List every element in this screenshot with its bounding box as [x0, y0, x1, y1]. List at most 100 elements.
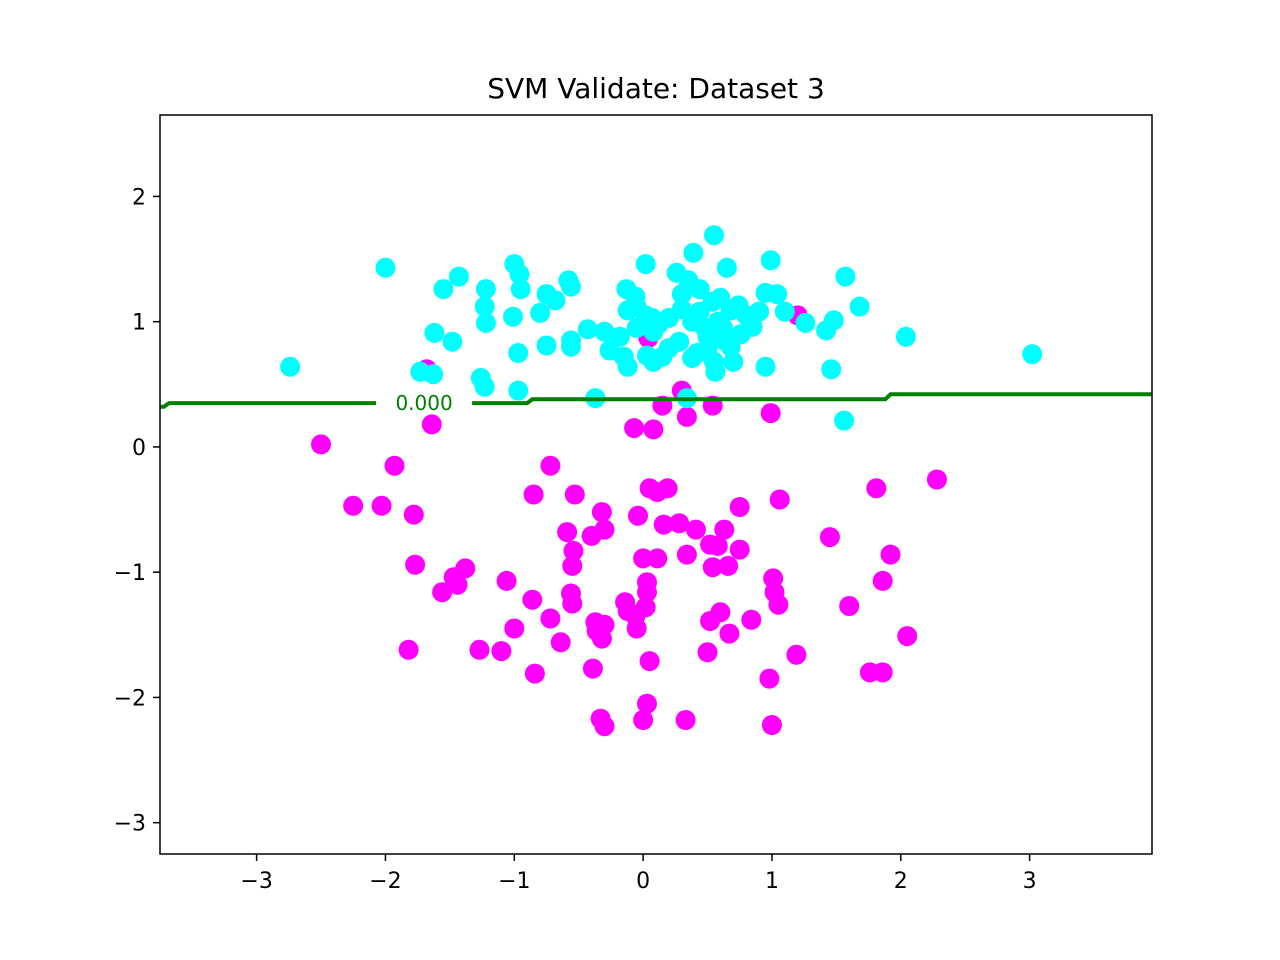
point-s1-61	[626, 317, 647, 338]
point-s1-43	[774, 301, 795, 322]
point-s0-52	[496, 570, 517, 591]
point-s1-40	[760, 250, 781, 271]
point-s0-65	[719, 623, 740, 644]
point-s1-12	[545, 290, 566, 311]
point-s0-47	[405, 554, 426, 575]
point-s0-9	[676, 406, 697, 427]
point-s0-86	[524, 663, 545, 684]
decision-boundary-layer: 0.000	[160, 391, 1152, 415]
y-tick-label-0: −3	[114, 812, 146, 837]
point-s0-42	[557, 522, 578, 543]
point-s0-38	[702, 557, 723, 578]
point-s0-64	[700, 611, 721, 631]
point-s1-22	[442, 331, 463, 352]
point-s0-44	[581, 525, 602, 546]
point-s0-6	[643, 419, 664, 440]
point-s1-17	[577, 319, 598, 340]
point-s1-87	[821, 359, 842, 380]
point-s0-11	[760, 403, 781, 424]
point-s1-35	[671, 284, 692, 305]
point-s0-94	[594, 716, 615, 737]
point-s0-12	[384, 455, 405, 476]
x-tick-label-6: 3	[1023, 869, 1037, 894]
point-s0-89	[872, 662, 893, 683]
point-s1-4	[433, 279, 454, 300]
point-s1-20	[536, 335, 557, 356]
point-s0-51	[432, 582, 453, 603]
point-s0-24	[653, 514, 674, 535]
decision-boundary-line	[160, 392, 1152, 409]
point-s1-39	[716, 257, 737, 278]
point-s0-83	[786, 644, 807, 665]
point-s0-41	[647, 548, 668, 569]
point-s0-14	[343, 495, 364, 516]
point-s0-18	[564, 484, 585, 505]
point-s1-1	[683, 242, 704, 263]
y-tick-label-5: 2	[132, 185, 146, 210]
point-s0-20	[628, 505, 648, 526]
point-s0-40	[633, 548, 654, 569]
point-s0-31	[769, 489, 790, 510]
x-tick-label-2: −1	[498, 869, 530, 894]
point-s0-81	[398, 639, 419, 660]
point-s0-30	[729, 497, 750, 517]
point-s0-92	[633, 710, 654, 730]
point-s0-34	[819, 527, 840, 548]
point-s0-90	[759, 668, 780, 689]
contour-label-gap	[376, 397, 473, 410]
point-s0-53	[522, 589, 543, 610]
point-s1-14	[474, 296, 495, 317]
point-s0-39	[718, 555, 739, 576]
point-s0-26	[685, 519, 706, 540]
point-s1-88	[834, 410, 855, 431]
point-s1-62	[609, 326, 630, 347]
point-s0-95	[675, 710, 696, 730]
point-s1-23	[424, 322, 445, 343]
point-s1-75	[705, 361, 726, 382]
chart-title: SVM Validate: Dataset 3	[487, 72, 825, 105]
point-s1-2	[375, 257, 396, 278]
point-s1-82	[795, 312, 816, 333]
point-s0-82	[697, 642, 718, 663]
point-s1-85	[835, 266, 856, 287]
x-tick-label-3: 0	[636, 869, 650, 894]
point-s1-0	[704, 225, 724, 246]
point-s0-25	[669, 513, 690, 534]
x-tick-label-5: 2	[894, 869, 908, 894]
point-s0-35	[880, 544, 901, 565]
point-s1-24	[280, 356, 301, 377]
point-s0-91	[637, 693, 657, 714]
point-s0-77	[591, 628, 612, 649]
point-s0-85	[582, 658, 603, 679]
point-s0-78	[550, 632, 571, 653]
point-s0-37	[729, 539, 750, 560]
point-s1-70	[669, 331, 690, 352]
point-s1-81	[755, 356, 776, 377]
series-1	[280, 225, 1043, 431]
point-s0-16	[403, 504, 424, 525]
point-s0-15	[371, 495, 392, 516]
point-s1-7	[509, 264, 530, 285]
y-tick-label-1: −2	[114, 686, 146, 711]
point-s1-92	[697, 326, 718, 347]
point-s1-86	[849, 296, 870, 317]
point-s0-66	[741, 609, 762, 630]
point-s1-11	[561, 276, 581, 297]
point-s1-91	[713, 317, 733, 338]
point-s0-17	[523, 484, 544, 505]
point-s0-5	[624, 418, 645, 439]
point-s1-3	[448, 266, 469, 287]
point-s0-80	[491, 641, 512, 662]
point-s1-93	[648, 314, 669, 335]
point-s0-13	[540, 455, 561, 476]
y-tick-label-3: 0	[132, 436, 146, 461]
point-s1-58	[617, 300, 638, 321]
axes: −3 −2 −1 0 1 2 3 −3 −2 −1 0 1 2	[114, 185, 1037, 894]
point-s0-28	[707, 535, 728, 556]
point-s0-29	[714, 519, 735, 540]
point-s1-21	[508, 343, 529, 363]
x-tick-label-0: −3	[240, 869, 272, 894]
point-s1-8	[510, 279, 531, 300]
point-s0-50	[447, 574, 468, 595]
